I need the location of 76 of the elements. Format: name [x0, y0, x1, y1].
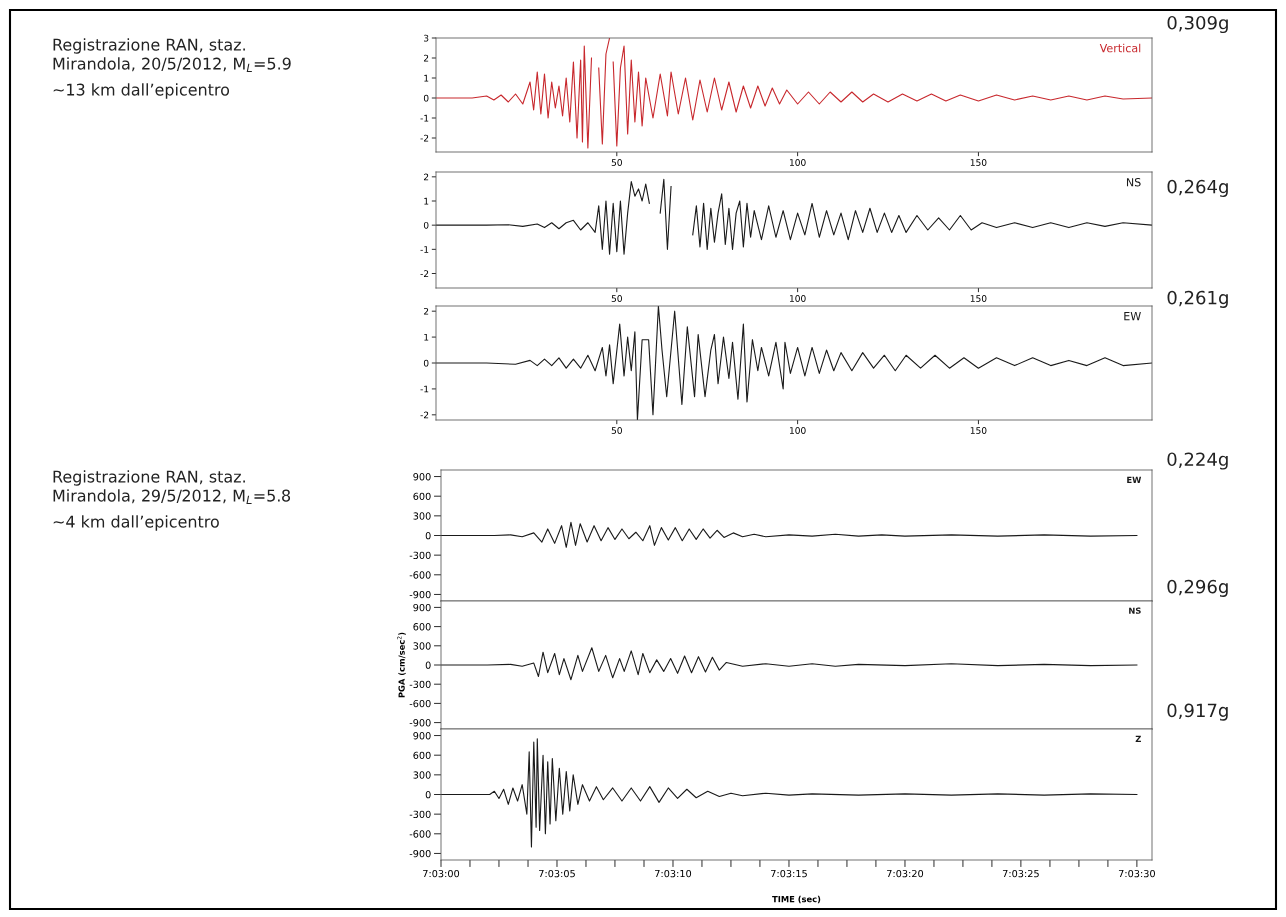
x-tick-label: 7:03:00 [423, 869, 460, 878]
x-tick-label: 150 [970, 295, 987, 302]
x-tick-label: 50 [611, 159, 622, 166]
y-tick-label: -300 [409, 810, 431, 818]
y-tick-label: 900 [413, 473, 431, 481]
y-tick-label: -600 [409, 830, 431, 838]
y-tick-label: 2 [423, 307, 429, 315]
y-tick-label: -900 [409, 849, 431, 858]
chart-title: EW [1124, 312, 1141, 321]
y-tick-label: 600 [413, 751, 431, 760]
text: Z [1135, 735, 1141, 742]
y-tick-label: -2 [420, 134, 429, 142]
x-tick-label: 7:03:10 [655, 869, 692, 878]
y-tick-label: 2 [423, 173, 429, 181]
x-tick-label: 7:03:05 [539, 869, 575, 878]
y-tick-label: 300 [413, 512, 431, 520]
text: Registrazione RAN, staz. [53, 38, 245, 54]
y-tick-label: 0 [423, 359, 429, 367]
y-tick-label: -2 [420, 270, 429, 277]
y-tick-label: 0 [425, 661, 431, 669]
y-tick-label: -900 [409, 590, 431, 599]
y-axis-title: PGA (cm/sec$^{2}$) [397, 632, 406, 698]
text: 0,917g [1167, 703, 1228, 721]
y-tick-label: 0 [423, 221, 429, 229]
text: ~13 km dall’epicentro [53, 83, 230, 99]
x-tick-label: 150 [970, 427, 987, 434]
text: Mirandola, 29/5/2012, M$_{L}$=5.8 [53, 489, 291, 505]
y-tick-label: -2 [420, 411, 429, 419]
x-tick-label: 100 [789, 159, 806, 166]
x-tick-label: 7:03:25 [1002, 869, 1039, 878]
line-series [441, 647, 1138, 681]
y-tick-label: -1 [420, 385, 429, 393]
text: 0,309g [1167, 15, 1228, 34]
y-tick-label: -600 [409, 699, 431, 708]
text: NS [1129, 607, 1141, 614]
x-tick-label: 100 [789, 427, 806, 434]
text: Registrazione RAN, staz. [53, 470, 245, 486]
y-tick-label: -300 [409, 551, 431, 559]
y-tick-label: 900 [413, 732, 431, 740]
y-tick-label: 0 [423, 94, 429, 102]
y-tick-label: 2 [423, 54, 429, 62]
y-tick-label: 1 [424, 333, 429, 341]
x-tick-label: 50 [611, 427, 622, 434]
x-tick-label: 50 [611, 295, 622, 302]
line-series [441, 521, 1138, 548]
y-tick-label: -600 [409, 571, 431, 579]
y-tick-label: -1 [420, 114, 429, 122]
text: 0,224g [1167, 452, 1228, 470]
y-tick-label: 300 [413, 642, 431, 650]
y-tick-label: 1 [424, 197, 429, 205]
x-tick-label: 7:03:15 [771, 869, 807, 878]
x-axis-title: TIME (sec) [772, 895, 821, 904]
text: 0,296g [1167, 579, 1228, 597]
x-tick-label: 100 [789, 295, 806, 302]
text: 0,264g [1167, 179, 1228, 197]
chart-title: Vertical [1099, 43, 1141, 53]
y-tick-label: -900 [409, 719, 431, 727]
text: ~4 km dall’epicentro [53, 515, 219, 531]
y-tick-label: 600 [413, 623, 431, 631]
text: EW [1127, 476, 1142, 483]
x-tick-label: 7:03:20 [887, 869, 924, 878]
y-tick-label: 900 [413, 603, 431, 612]
y-tick-label: 3 [424, 34, 429, 42]
chart-title: NS [1126, 178, 1141, 187]
y-tick-label: -1 [420, 246, 429, 253]
y-tick-label: 1 [424, 74, 429, 82]
line-series [436, 306, 1152, 420]
y-tick-label: 600 [413, 492, 431, 501]
text: Mirandola, 20/5/2012, M$_{L}$=5.9 [53, 57, 291, 73]
y-tick-label: 300 [413, 771, 431, 779]
y-tick-label: 0 [425, 790, 431, 799]
x-tick-label: 150 [970, 159, 987, 166]
text: 0,261g [1167, 290, 1228, 308]
y-tick-label: -300 [409, 680, 431, 689]
y-tick-label: 0 [425, 531, 431, 540]
x-tick-label: 7:03:30 [1118, 869, 1155, 878]
